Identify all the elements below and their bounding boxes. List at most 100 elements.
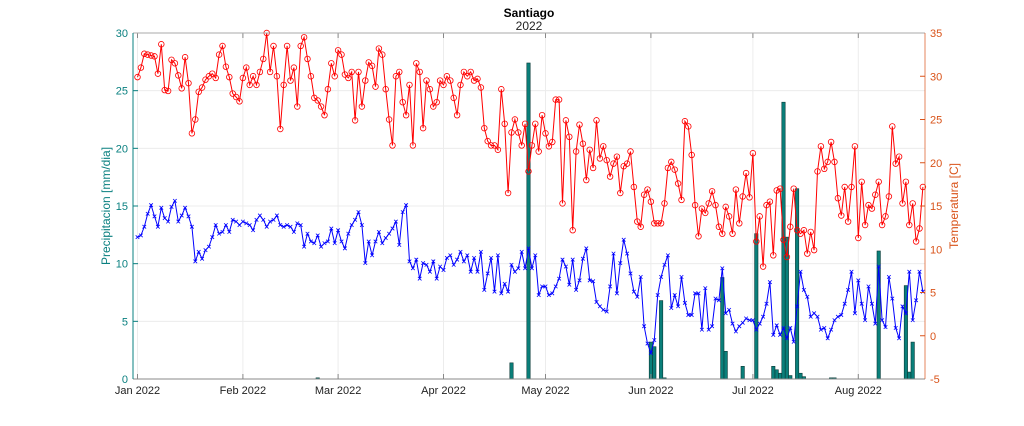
tmin-point — [618, 261, 623, 266]
tmax-point — [627, 148, 634, 155]
tmin-point — [886, 274, 891, 280]
tmin-point — [223, 222, 228, 228]
tmin-point — [376, 229, 381, 235]
tmax-point — [719, 230, 726, 237]
tmax-point — [579, 140, 587, 147]
tmin-point — [138, 233, 143, 238]
tmax-point — [882, 213, 889, 220]
tmin-point — [580, 256, 585, 261]
tmin-point — [366, 239, 371, 244]
tmax-point — [487, 142, 495, 149]
tmin-point — [523, 266, 528, 271]
tmax-point — [637, 223, 644, 230]
tmin-point — [764, 301, 769, 306]
tmax-point — [606, 173, 614, 180]
tmax-point — [348, 68, 355, 76]
tmax-point — [290, 64, 298, 71]
tmin-point — [907, 269, 912, 274]
left-tick-label: 0 — [122, 374, 128, 386]
tmin-point — [149, 203, 154, 208]
tmax-point — [484, 137, 491, 145]
tmin-point — [832, 318, 837, 323]
tmax-point — [426, 86, 434, 93]
tmax-point — [885, 193, 893, 200]
tmin-point — [247, 222, 252, 228]
tmax-point — [178, 85, 185, 92]
tmax-point — [824, 158, 831, 166]
tmax-point — [685, 123, 692, 130]
tmin-point — [353, 217, 358, 222]
tmin-point — [404, 203, 409, 208]
tmin-point — [441, 267, 446, 273]
tmin-point — [713, 296, 718, 301]
tmax-point — [566, 133, 573, 140]
tmax-point — [243, 64, 250, 71]
tmax-point — [844, 218, 852, 225]
tmin-point — [162, 216, 167, 221]
tmin-point — [380, 241, 385, 246]
tmin-point — [686, 312, 691, 318]
tmax-point — [334, 47, 342, 54]
tmin-point — [710, 324, 715, 329]
precip-bar — [754, 233, 759, 380]
tmin-point — [220, 229, 225, 235]
tmax-point — [498, 86, 505, 93]
tmax-point — [855, 234, 862, 242]
x-tick-label: Mar 2022 — [315, 385, 361, 397]
tmax-point — [814, 168, 821, 175]
tmin-point — [210, 235, 215, 240]
tmin-point — [288, 224, 293, 229]
tmin-point — [737, 324, 742, 329]
tmin-point — [897, 336, 902, 341]
tmax-point — [664, 164, 672, 172]
tmax-point — [436, 77, 444, 84]
tmin-point — [424, 262, 429, 267]
right-tick-label: 5 — [930, 288, 936, 300]
tmax-point — [232, 93, 240, 101]
tmin-point — [591, 279, 596, 284]
tmin-point — [672, 293, 677, 298]
tmin-point — [329, 226, 334, 231]
tmax-point — [603, 156, 610, 164]
tmax-point — [868, 205, 876, 212]
right-tick-label: 10 — [930, 244, 942, 256]
tmax-point — [372, 83, 379, 90]
tmin-point — [818, 327, 823, 332]
x-tick-label: Feb 2022 — [220, 385, 266, 397]
tmin-point — [356, 209, 361, 215]
tmin-point — [869, 301, 874, 306]
tmin-point — [696, 291, 701, 296]
tmax-point — [419, 124, 427, 132]
tmax-point — [491, 142, 498, 149]
tmin-point — [611, 251, 616, 256]
tmax-point — [617, 189, 624, 197]
tmax-point — [358, 103, 366, 110]
tmax-point — [294, 103, 301, 110]
tmin-point — [625, 251, 630, 256]
tmin-point — [849, 269, 854, 274]
tmin-point — [251, 228, 256, 233]
tmax-point — [532, 120, 539, 128]
tmax-point — [175, 72, 182, 79]
left-tick-label: 30 — [116, 28, 128, 40]
tmin-point — [689, 312, 694, 318]
tmin-point — [720, 266, 725, 271]
tmax-point — [464, 73, 471, 80]
tmax-point — [249, 73, 257, 80]
tmax-point — [834, 195, 842, 202]
tmin-point — [805, 294, 810, 299]
tmax-point — [134, 73, 141, 81]
tmax-point — [321, 111, 328, 119]
tmax-point — [722, 203, 729, 211]
tmax-point — [365, 59, 372, 66]
tmax-point — [705, 200, 712, 207]
tmin-point — [747, 318, 752, 323]
tmax-point — [895, 153, 903, 160]
tmax-point — [583, 176, 590, 184]
tmin-point — [196, 249, 201, 254]
tmax-point — [691, 201, 699, 209]
tmin-point — [835, 314, 840, 319]
tmin-point — [458, 249, 463, 254]
tmin-point — [727, 307, 732, 312]
tmax-point — [712, 201, 719, 209]
